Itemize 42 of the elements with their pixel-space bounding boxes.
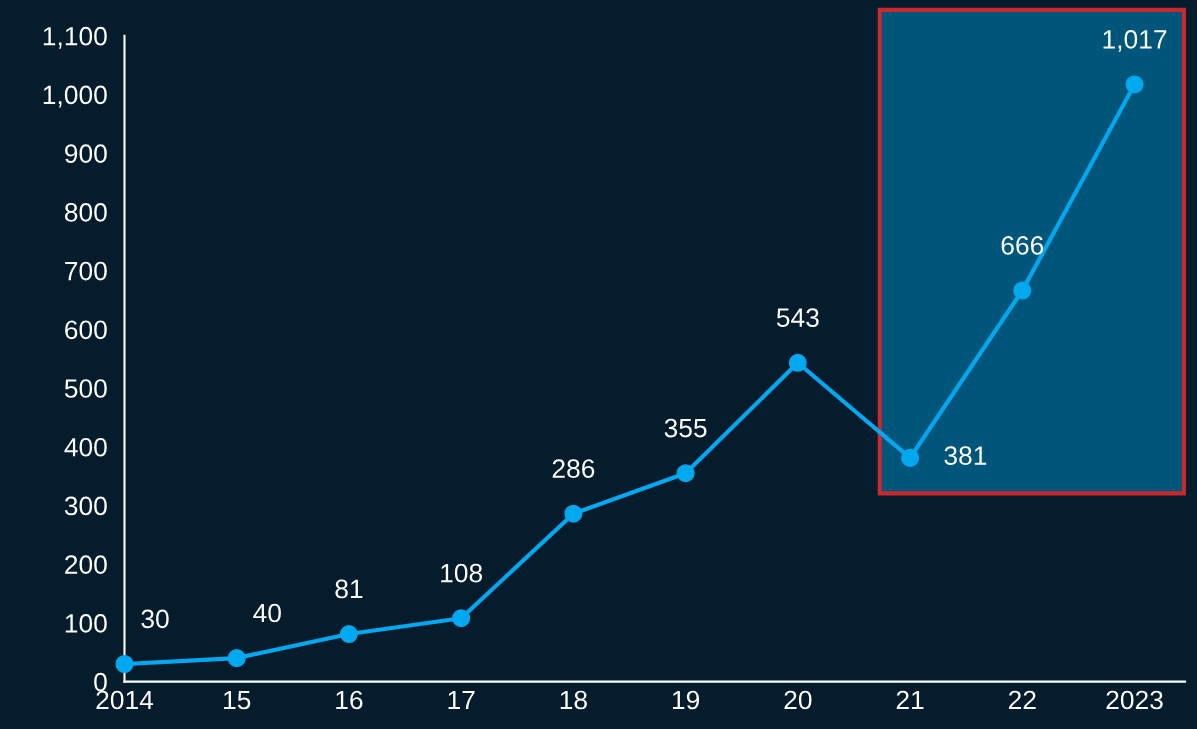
- text: 30: [141, 609, 169, 629]
- text: 108: [441, 563, 483, 583]
- y-tick-label: 1,000: [43, 85, 107, 108]
- point: [115, 654, 134, 674]
- y-tick-label: 500: [64, 379, 107, 398]
- text: 355: [664, 418, 707, 438]
- point: [1125, 75, 1144, 94]
- text: 1,017: [1103, 30, 1167, 52]
- point: [339, 625, 358, 644]
- x-tick-label: 17: [448, 690, 475, 710]
- text: 666: [1001, 236, 1044, 255]
- point: [676, 464, 695, 483]
- x-tick-label: 20: [784, 690, 812, 710]
- y-tick-label: 400: [64, 437, 107, 457]
- text: 286: [552, 459, 595, 478]
- y-tick-label: 300: [64, 496, 107, 516]
- text: 543: [776, 308, 819, 328]
- x-tick-label: 18: [560, 690, 587, 710]
- x-tick-label: 2014: [96, 690, 154, 710]
- x-tick-label: 22: [1008, 690, 1036, 710]
- point: [227, 649, 246, 668]
- point: [564, 504, 583, 523]
- point: [788, 353, 807, 372]
- point: [452, 609, 471, 628]
- x-tick-label: 2023: [1106, 690, 1163, 710]
- y-tick-label: 200: [65, 555, 107, 574]
- x-tick-label: 21: [896, 690, 924, 710]
- text: 381: [944, 446, 987, 465]
- point: [901, 448, 920, 467]
- x-tick-label: 19: [672, 690, 700, 710]
- y-tick-label: 700: [65, 261, 107, 281]
- y-tick-label: 600: [65, 320, 107, 340]
- text: 81: [335, 579, 363, 599]
- y-tick-label: 0: [94, 672, 107, 692]
- point: [1013, 281, 1032, 300]
- x-tick-label: 16: [336, 690, 363, 710]
- y-tick-label: 100: [65, 614, 107, 633]
- text: 40: [253, 603, 281, 623]
- y-tick-label: 800: [64, 203, 107, 222]
- x-tick-label: 15: [224, 690, 251, 710]
- y-tick-label: 1,100: [43, 26, 107, 49]
- y-tick-label: 900: [65, 144, 107, 163]
